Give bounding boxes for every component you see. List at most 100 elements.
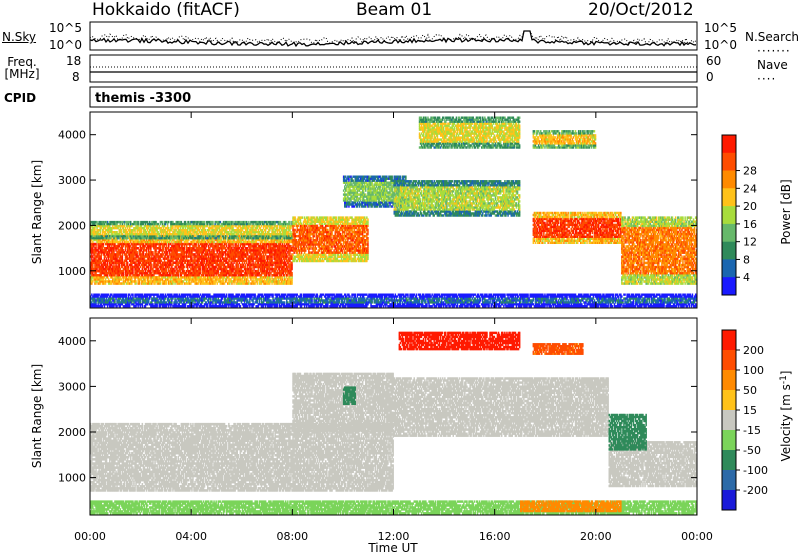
power-cell	[150, 278, 152, 281]
power-cell	[107, 271, 110, 275]
power-cell	[136, 255, 138, 258]
power-cell	[137, 240, 139, 244]
power-cell	[142, 238, 145, 242]
power-cell	[124, 274, 127, 277]
power-cell	[130, 271, 132, 275]
power-cell	[92, 247, 94, 250]
power-cell	[117, 249, 119, 252]
power-cell	[122, 282, 125, 285]
power-cell	[135, 276, 137, 279]
power-cell	[102, 269, 105, 273]
power-cell	[131, 251, 133, 254]
power-cell	[145, 271, 148, 275]
power-cell	[106, 265, 109, 269]
power-cell	[95, 244, 97, 248]
power-cell	[133, 257, 135, 260]
power-cell	[125, 276, 128, 279]
power-cell	[153, 271, 155, 275]
power-cell	[130, 251, 132, 254]
power-cell	[111, 251, 113, 254]
power-cell	[126, 269, 129, 273]
power-cell	[145, 251, 148, 254]
power-cell	[95, 271, 97, 275]
power-cell	[124, 271, 127, 275]
power-cell	[152, 257, 154, 260]
power-cell	[143, 259, 146, 262]
power-cell	[111, 253, 113, 256]
power-cell	[103, 269, 106, 273]
power-cell	[90, 276, 92, 279]
power-cell	[97, 257, 99, 260]
power-cell	[119, 238, 121, 242]
power-cell	[130, 238, 132, 242]
power-cell	[127, 242, 130, 246]
power-cell	[93, 274, 95, 277]
power-cell	[142, 261, 145, 264]
power-cell	[103, 249, 106, 252]
power-cell	[99, 269, 101, 273]
power-cell	[99, 282, 101, 285]
power-cell	[103, 267, 106, 271]
power-cell	[134, 240, 136, 244]
power-cell	[125, 278, 128, 281]
power-cell	[142, 253, 145, 256]
power-cell	[121, 257, 124, 260]
power-cell	[142, 242, 145, 246]
power-cell	[119, 242, 121, 246]
power-cell	[126, 242, 129, 246]
power-cell	[117, 269, 119, 273]
power-cell	[101, 247, 104, 250]
power-cell	[152, 274, 154, 277]
power-cell	[133, 280, 135, 283]
power-cell	[97, 242, 99, 246]
power-cell	[136, 253, 138, 256]
power-cell	[102, 282, 105, 285]
power-cell	[103, 276, 106, 279]
power-cell	[119, 255, 121, 258]
power-cell	[99, 238, 101, 242]
power-cell	[114, 244, 116, 248]
power-cell	[119, 257, 121, 260]
power-cell	[116, 269, 118, 273]
cpid-panel-frame	[89, 86, 698, 108]
power-cell	[141, 238, 144, 242]
power-cell	[124, 267, 127, 271]
power-cell	[101, 265, 104, 269]
power-cell	[115, 238, 117, 242]
power-cell	[94, 276, 96, 279]
power-cell	[138, 257, 140, 260]
power-cell	[100, 265, 102, 269]
power-cell	[90, 238, 92, 242]
power-cell	[138, 251, 140, 254]
power-cell	[114, 255, 116, 258]
power-cell	[105, 247, 108, 250]
power-cell	[103, 253, 106, 256]
power-cell	[95, 269, 97, 273]
power-cell	[141, 267, 144, 271]
power-cell	[125, 240, 128, 244]
power-cell	[116, 259, 118, 262]
power-cell	[136, 251, 138, 254]
power-cell	[141, 263, 144, 267]
power-cell	[101, 267, 104, 271]
power-cell	[103, 263, 106, 267]
power-cell	[145, 242, 148, 246]
power-cell	[135, 271, 137, 275]
power-cell	[114, 236, 116, 240]
power-cell	[145, 276, 148, 279]
power-cell	[120, 263, 123, 267]
power-cell	[129, 269, 131, 273]
power-cell	[154, 280, 156, 283]
power-cell	[134, 247, 136, 250]
power-cell	[145, 255, 148, 258]
power-cell	[146, 242, 149, 246]
power-cell	[122, 278, 125, 281]
power-cell	[94, 265, 96, 269]
power-cell	[124, 257, 127, 260]
power-cell	[101, 276, 104, 279]
power-cell	[140, 242, 143, 246]
power-cell	[125, 265, 128, 269]
power-cell	[119, 247, 121, 250]
power-cell	[98, 269, 100, 273]
power-cell	[107, 257, 110, 260]
